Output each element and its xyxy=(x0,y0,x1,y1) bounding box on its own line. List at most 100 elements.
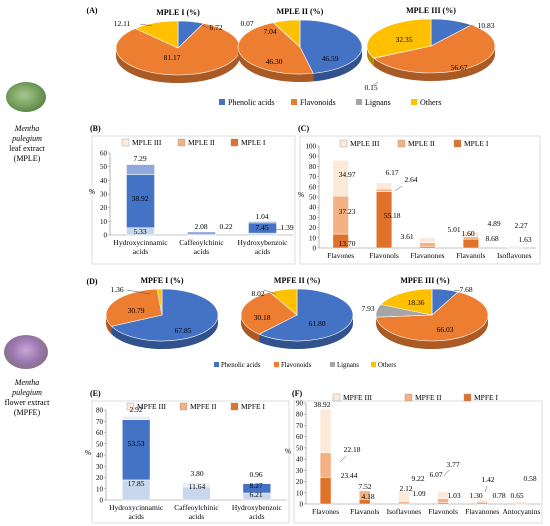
bar-data-label: 2.27 xyxy=(514,221,527,230)
y-tick-label: 60 xyxy=(296,433,304,441)
bar-segment-3-flavonols xyxy=(376,182,393,190)
pie-slice-others xyxy=(380,288,433,316)
legend-swatch-mpfe-ii xyxy=(404,393,413,402)
x-tick-label-line2: acids xyxy=(133,247,148,256)
bar-data-label: 6.21 xyxy=(249,490,262,499)
pie-data-label: 8.02 xyxy=(251,289,264,298)
bar-data-label: 6.07 xyxy=(429,470,442,479)
bar-data-label: 2.08 xyxy=(194,222,207,231)
pie-data-label: 66.03 xyxy=(437,325,454,334)
x-tick-label-line2: acids xyxy=(249,512,264,521)
y-tick-label: 10 xyxy=(100,218,108,226)
legend-swatch-mple-ii xyxy=(177,138,186,147)
chart-frame xyxy=(293,400,543,524)
legend-label-mpfe-iii: MPFE III xyxy=(137,402,166,411)
bar-data-label: 22.18 xyxy=(344,445,361,454)
bar-segment-2-flavones xyxy=(319,452,332,478)
bar-segment-3-hydroxybenzoic-acids xyxy=(248,221,277,224)
pie-data-label: 30.79 xyxy=(128,306,145,315)
y-tick-label: 30 xyxy=(100,191,108,199)
bar-data-label: 0.58 xyxy=(523,474,536,483)
x-tick-label-line2: acids xyxy=(189,512,204,521)
y-tick-label: 70 xyxy=(309,173,317,181)
legend-swatch-phenolic-acids xyxy=(219,99,225,105)
bar-data-label: 38.92 xyxy=(314,400,331,409)
pie-data-label: 7.04 xyxy=(263,27,276,36)
bar-segment-3-flavanols xyxy=(462,231,479,238)
y-tick-label: 0 xyxy=(104,232,108,240)
y-tick-label: 30 xyxy=(96,463,104,471)
bar-data-label: 53.53 xyxy=(128,439,145,448)
bar-data-label: 5.01 xyxy=(447,225,460,234)
legend-label-phenolic-acids: Phenolic acids xyxy=(221,362,261,369)
legend-label-others: Others xyxy=(378,362,396,369)
y-tick-label: 60 xyxy=(96,429,104,437)
bar-data-label: 11.64 xyxy=(189,482,206,491)
bar-segment-2-hydroxycinnamic-acids xyxy=(126,174,155,228)
bar-data-label: 1.60 xyxy=(461,229,474,238)
bar-segment-2-flavonols xyxy=(376,188,393,192)
x-tick-label-line1: Hydroxybenzoic xyxy=(232,503,283,512)
bar-chart-C: 0 10 20 30 40 50 60 70 80 90 100% MPLE III MPLE II MP… xyxy=(298,135,541,265)
y-tick-label: 40 xyxy=(100,177,108,185)
pie-A-2: MPLE II (%) 0.07 7.04 46.59 46.30 xyxy=(237,7,363,82)
panel-label-f: (F) xyxy=(292,389,303,398)
pie-data-label: 0.07 xyxy=(240,19,253,28)
legend-swatch-mple-iii xyxy=(339,139,348,148)
legend-swatch-lignans xyxy=(330,362,335,367)
legend-swatch-lignans xyxy=(356,99,362,105)
pie-data-label: 18.36 xyxy=(408,298,425,307)
pie-data-label: 6.72 xyxy=(209,23,222,32)
chart-frame xyxy=(299,135,541,265)
pie-slice-flavonoids xyxy=(115,23,241,76)
leader-line xyxy=(453,289,461,292)
pie-side-flavonoids xyxy=(238,47,314,82)
pie-title: MPFE II (%) xyxy=(274,276,321,285)
legend-label-flavonoids: Flavonoids xyxy=(281,362,312,369)
x-tick-label-line1: Hydroxycinnamic xyxy=(113,238,168,247)
pie-slice-phenolic-acids xyxy=(110,288,219,342)
pie-slice-flavonoids xyxy=(375,291,489,342)
leader-line xyxy=(443,469,450,477)
y-tick-label: 40 xyxy=(296,456,304,464)
flower-extract-label: Mentha pulegium flower extract (MPFE) xyxy=(4,378,50,417)
bar-segment-3-hydroxycinnamic-acids xyxy=(122,416,151,420)
y-tick-label: 0 xyxy=(313,245,317,253)
x-tick-label-line1: Hydroxybenzoic xyxy=(238,238,289,247)
pie-slice-flavonoids xyxy=(240,291,298,335)
x-tick-label-line1: Caffeoylchinic xyxy=(179,238,224,247)
leader-line xyxy=(126,289,151,295)
legend-label-lignans: Lignans xyxy=(337,362,359,369)
y-tick-label: 90 xyxy=(296,400,304,408)
bar-segment-3-caffeoylchinic-acids xyxy=(187,231,216,235)
bar-segment-3-hydroxybenzoic-acids xyxy=(242,482,271,484)
bar-data-label: 9.22 xyxy=(411,474,424,483)
pie-slice-flavonoids xyxy=(237,22,314,75)
y-axis-label: % xyxy=(85,448,91,457)
x-tick-label: Antocyanins xyxy=(502,507,540,516)
bar-segment-3-flavones xyxy=(319,408,332,454)
x-tick-label: Flavonols xyxy=(428,507,458,516)
x-tick-label: Flavanols xyxy=(350,507,379,516)
pie-D-3: MPFE III (%) 7.68 7.93 18.36 66.03 xyxy=(361,276,489,350)
pie-slice-flavonoids xyxy=(373,24,496,74)
legend-swatch-phenolic-acids xyxy=(214,362,219,367)
bar-segment-3-flavonols xyxy=(437,491,449,499)
panel-label-c: (C) xyxy=(298,124,309,133)
y-tick-label: 20 xyxy=(96,474,104,482)
bar-chart-E: 0 10 20 30 40 50 60 70 80% MPFE III MPFE II MPFE I H… xyxy=(85,400,290,524)
leader-line xyxy=(339,455,347,463)
leader-line xyxy=(199,23,209,29)
bar-segment-3-isoflavones xyxy=(398,491,410,502)
legend-swatch-flavonoids xyxy=(274,362,279,367)
bar-data-label: 34.97 xyxy=(339,170,356,179)
chart-frame xyxy=(91,400,290,524)
y-tick-label: 20 xyxy=(100,204,108,212)
bar-data-label: 4.18 xyxy=(361,492,374,501)
y-tick-label: 70 xyxy=(296,422,304,430)
legend-label-mpfe-iii: MPFE III xyxy=(343,393,372,402)
bar-data-label: 1.39 xyxy=(280,223,293,232)
pie-data-label: 46.59 xyxy=(322,54,339,63)
pie-data-label: 46.30 xyxy=(266,57,283,66)
y-tick-label: 10 xyxy=(309,234,317,242)
